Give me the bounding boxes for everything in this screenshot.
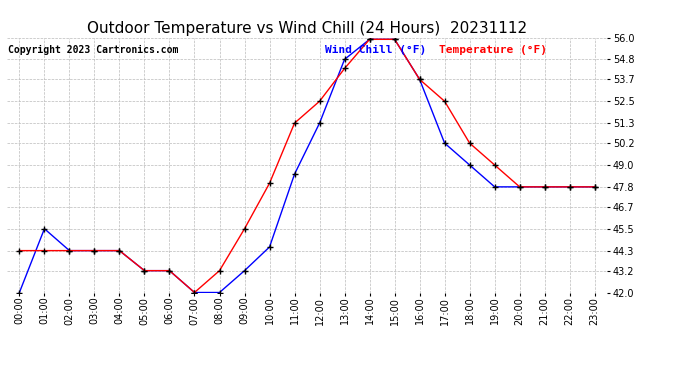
Text: Copyright 2023 Cartronics.com: Copyright 2023 Cartronics.com [8, 45, 179, 55]
Title: Outdoor Temperature vs Wind Chill (24 Hours)  20231112: Outdoor Temperature vs Wind Chill (24 Ho… [87, 21, 527, 36]
Text: Wind Chill (°F): Wind Chill (°F) [325, 45, 426, 55]
Text: Temperature (°F): Temperature (°F) [439, 45, 547, 55]
